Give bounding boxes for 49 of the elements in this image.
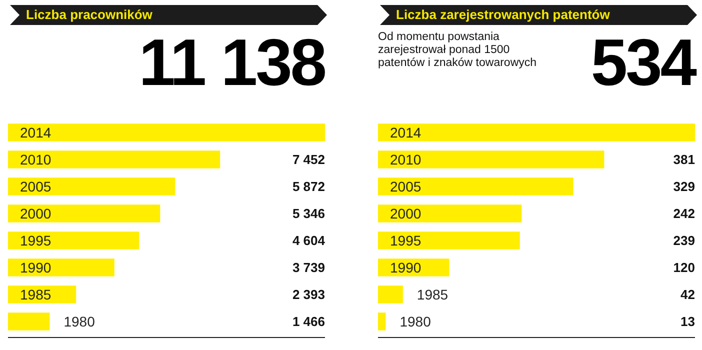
bar: [8, 150, 220, 168]
text: 534: [590, 25, 695, 99]
data-label: 42: [680, 287, 695, 302]
y-tick-label: 2014: [20, 124, 52, 140]
data-label: 242: [673, 206, 695, 222]
y-tick-label: 1980: [400, 313, 432, 330]
data-label: 13: [680, 314, 695, 330]
bar: [8, 312, 50, 330]
y-tick-label: 2000: [390, 205, 422, 222]
y-tick-label: 2010: [20, 151, 52, 168]
data-label: 1 466: [292, 314, 325, 330]
y-tick-label: 1985: [416, 286, 448, 302]
bar: [378, 178, 574, 196]
data-label: 120: [673, 260, 695, 276]
y-tick-label: 2005: [20, 178, 52, 194]
data-label: 2 393: [292, 287, 325, 302]
y-tick-label: 1995: [390, 232, 422, 248]
chart-title: Liczba zarejestrowanych patentów: [396, 7, 610, 22]
bar: [378, 312, 386, 330]
data-label: 4 604: [292, 233, 326, 248]
data-label: 7 452: [292, 152, 325, 168]
y-tick-label: 2005: [390, 178, 422, 194]
y-tick-label: 1980: [64, 313, 96, 330]
bar: [378, 286, 403, 304]
bar: [378, 232, 520, 250]
bar: [8, 232, 140, 250]
bar: [8, 204, 160, 222]
data-label: 3 739: [292, 260, 325, 276]
y-tick-label: 2000: [20, 205, 52, 222]
bar: [8, 124, 325, 142]
y-tick-label: 2014: [390, 124, 422, 140]
data-label: 5 872: [292, 179, 325, 194]
chart-title: Liczba pracowników: [26, 7, 152, 22]
data-label: 381: [673, 152, 695, 168]
y-tick-label: 1995: [20, 232, 52, 248]
y-tick-label: 1990: [20, 259, 52, 276]
bar: [8, 178, 176, 196]
text: 11 138: [138, 25, 325, 99]
y-tick-label: 2010: [390, 151, 422, 168]
y-tick-label: 1990: [390, 259, 422, 276]
data-label: 239: [673, 233, 695, 248]
bar: [378, 150, 604, 168]
chart-subtitle: Od momentu powstania zarejestrował ponad 1500 patentów i znaków towarowych: [378, 31, 538, 70]
y-tick-label: 1985: [20, 286, 52, 302]
bar: [378, 124, 695, 142]
data-label: 5 346: [292, 206, 325, 222]
bar: [8, 258, 114, 276]
bar: [378, 204, 522, 222]
data-label: 329: [673, 179, 695, 194]
